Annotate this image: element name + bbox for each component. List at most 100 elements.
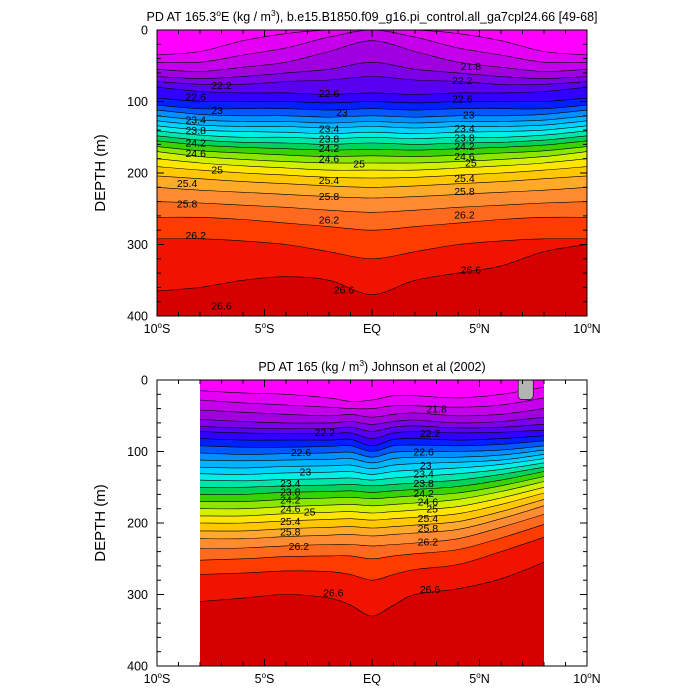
contour-label: 25	[304, 507, 316, 519]
contour-label: 23.8	[185, 125, 206, 137]
contour-line	[200, 487, 544, 517]
contour-line	[157, 158, 587, 171]
contour-label: 24.2	[454, 141, 475, 153]
contour-fills	[157, 30, 587, 316]
contour-line	[200, 429, 544, 439]
contour-label: 22.2	[314, 427, 335, 439]
contour-line	[200, 524, 544, 561]
contour-line	[200, 416, 544, 425]
y-tick-label: 0	[141, 24, 148, 38]
contour-line	[200, 397, 544, 410]
contour-line	[157, 30, 587, 56]
contour-line	[157, 30, 587, 64]
x-tick-label: 10oS	[144, 671, 171, 686]
contour-line	[157, 166, 587, 179]
contour-line	[157, 40, 587, 72]
missing-data-patch	[517, 380, 534, 400]
contour-line	[157, 146, 587, 157]
contour-line	[200, 424, 544, 432]
contour-label: 25	[465, 157, 477, 169]
contour-label: 24.2	[413, 488, 434, 500]
contour-label: 22.2	[452, 75, 473, 87]
x-tick-label: 5oN	[469, 321, 489, 336]
y-tick-label: 300	[127, 238, 148, 252]
x-tick-label: 10oN	[573, 671, 600, 686]
contour-label: 26.2	[289, 541, 310, 553]
contour-label: 22.6	[413, 447, 434, 459]
contour-label: 24.6	[454, 151, 475, 163]
contour-line	[200, 449, 544, 464]
contour-band	[157, 244, 587, 316]
contour-label: 23.8	[454, 132, 475, 144]
contour-label: 23.8	[280, 487, 301, 499]
contour-line	[157, 125, 587, 135]
x-tick-label: EQ	[363, 322, 381, 336]
contour-label: 23	[420, 460, 432, 472]
contour-line	[200, 458, 544, 475]
contour-line	[200, 435, 544, 447]
contour-label: 23	[211, 105, 223, 117]
y-tick-label: 0	[141, 374, 148, 388]
contour-line	[200, 471, 544, 495]
contour-line	[157, 86, 587, 95]
contour-label: 26.2	[454, 209, 475, 221]
contour-line	[157, 104, 587, 111]
contour-line	[157, 151, 587, 164]
contour-line	[157, 76, 587, 85]
contour-line	[157, 244, 587, 295]
contour-line	[157, 120, 587, 129]
contour-label: 22.2	[211, 80, 232, 92]
contour-label: 21.8	[426, 404, 447, 416]
x-tick-label: 10oN	[573, 321, 600, 336]
contour-line	[157, 135, 587, 145]
contour-label: 26.2	[319, 214, 340, 226]
contour-label: 25.8	[454, 186, 475, 198]
contour-label: 26.2	[418, 537, 439, 549]
contour-label: 24.6	[280, 504, 301, 516]
contour-line	[157, 238, 587, 260]
contour-label: 25.4	[280, 516, 301, 528]
contour-line	[157, 97, 587, 104]
contour-line	[157, 140, 587, 151]
contour-band	[200, 562, 544, 666]
contour-line	[157, 109, 587, 118]
contour-line	[200, 462, 544, 482]
contour-label: 22.6	[185, 91, 206, 103]
x-tick-label: EQ	[363, 672, 381, 686]
contour-label: 24.6	[319, 154, 340, 166]
y-tick-label: 400	[127, 310, 148, 324]
contour-label: 22.2	[420, 428, 441, 440]
contour-label: 24.6	[185, 148, 206, 160]
contour-label: 26.6	[323, 587, 344, 599]
contour-line	[157, 201, 587, 213]
contour-label: 25.4	[319, 175, 340, 187]
contour-label: 26.6	[420, 584, 441, 596]
contour-line	[157, 61, 587, 79]
contour-label: 25.8	[280, 527, 301, 539]
contour-label: 23	[300, 467, 312, 479]
y-tick-label: 100	[127, 445, 148, 459]
contour-label: 24.6	[418, 497, 439, 509]
contour-label: 25.4	[177, 178, 198, 190]
contour-label: 26.6	[461, 265, 482, 277]
contour-line	[200, 499, 544, 532]
x-tick-label: 10oS	[144, 321, 171, 336]
chart-title: PD AT 165 (kg / m3) Johnson et al (2002)	[258, 358, 485, 374]
contour-label: 25	[353, 159, 365, 171]
contour-label: 23	[336, 107, 348, 119]
contour-label: 23.4	[280, 478, 301, 490]
contour-label: 24.2	[280, 494, 301, 506]
y-tick-label: 200	[127, 167, 148, 181]
contour-line	[157, 175, 587, 188]
contour-label: 21.8	[461, 61, 482, 73]
contour-line	[200, 505, 544, 540]
contour-line	[200, 492, 544, 524]
contour-line	[200, 408, 544, 418]
y-axis-label: DEPTH (m)	[92, 134, 109, 212]
contour-label: 25.4	[418, 513, 439, 525]
contour-line	[157, 130, 587, 140]
contour-label: 23.4	[454, 123, 475, 135]
contour-label: 23.8	[319, 134, 340, 146]
contour-line	[200, 481, 544, 510]
